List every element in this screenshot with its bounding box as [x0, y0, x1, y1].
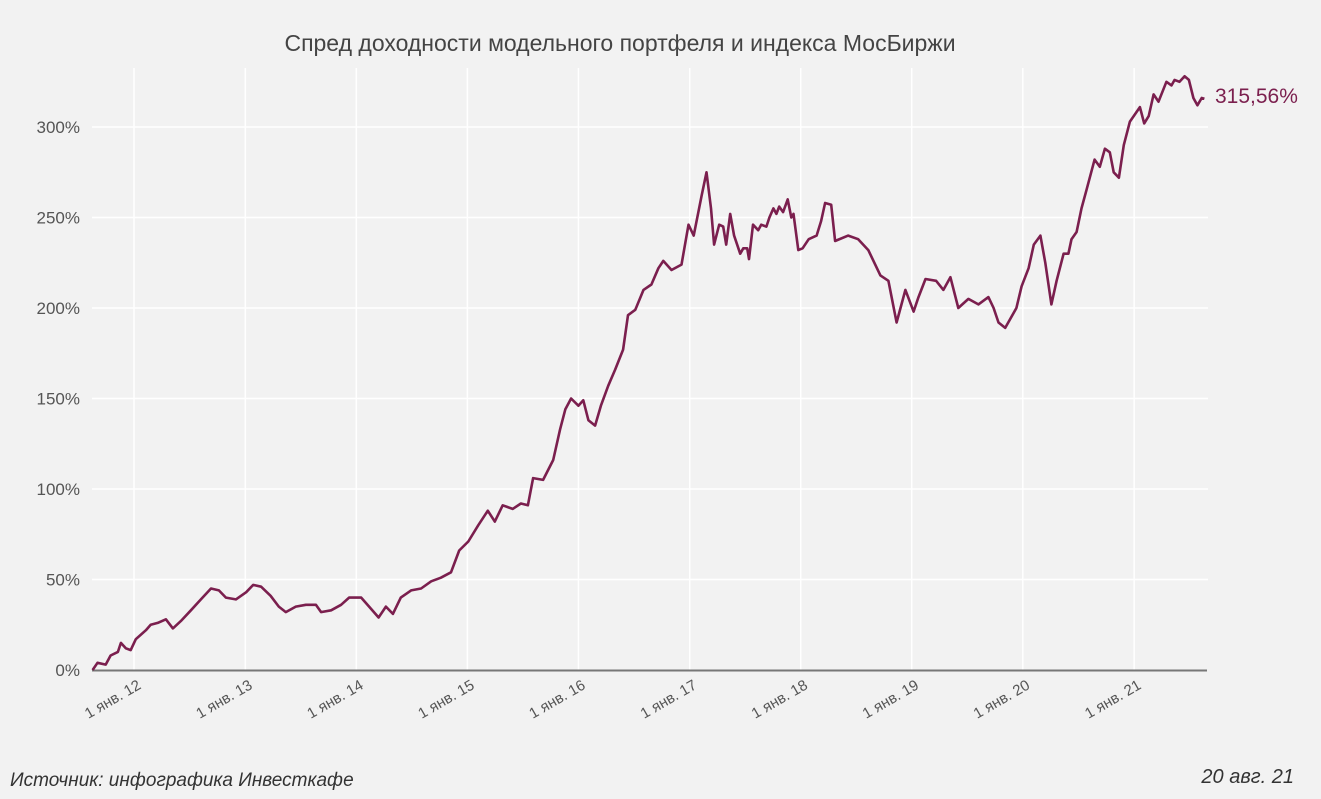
source-note: Источник: инфографика Инвесткафе: [10, 770, 354, 791]
end-value-label: 315,56%: [1215, 85, 1298, 108]
x-tick-label: 1 янв. 14: [304, 677, 366, 723]
series-line: [91, 75, 1205, 671]
x-tick-label: 1 янв. 18: [749, 677, 811, 723]
y-tick-label: 200%: [37, 299, 80, 318]
gridlines: [92, 68, 1208, 670]
y-tick-label: 250%: [37, 209, 80, 228]
x-tick-label: 1 янв. 20: [971, 677, 1033, 723]
y-tick-label: 300%: [37, 118, 80, 137]
y-tick-label: 50%: [46, 571, 80, 590]
date-note: 20 авг. 21: [1201, 766, 1294, 788]
x-tick-label: 1 янв. 12: [82, 677, 144, 723]
y-tick-label: 0%: [55, 661, 80, 680]
x-tick-label: 1 янв. 13: [193, 677, 255, 723]
x-tick-label: 1 янв. 19: [860, 677, 922, 723]
x-axis-ticks: 1 янв. 12 1 янв. 13 1 янв. 14 1 янв. 15 1 ян…: [82, 677, 1144, 723]
x-tick-label: 1 янв. 15: [415, 677, 477, 723]
chart-title: Спред доходности модельного портфеля и и…: [284, 30, 956, 56]
y-tick-label: 100%: [37, 480, 80, 499]
y-tick-label: 150%: [37, 390, 80, 409]
x-tick-label: 1 янв. 21: [1082, 677, 1144, 723]
x-tick-label: 1 янв. 16: [526, 677, 588, 723]
x-tick-label: 1 янв. 17: [638, 677, 700, 723]
y-axis-ticks: 0% 50% 100% 150% 200% 250% 300%: [37, 118, 80, 680]
